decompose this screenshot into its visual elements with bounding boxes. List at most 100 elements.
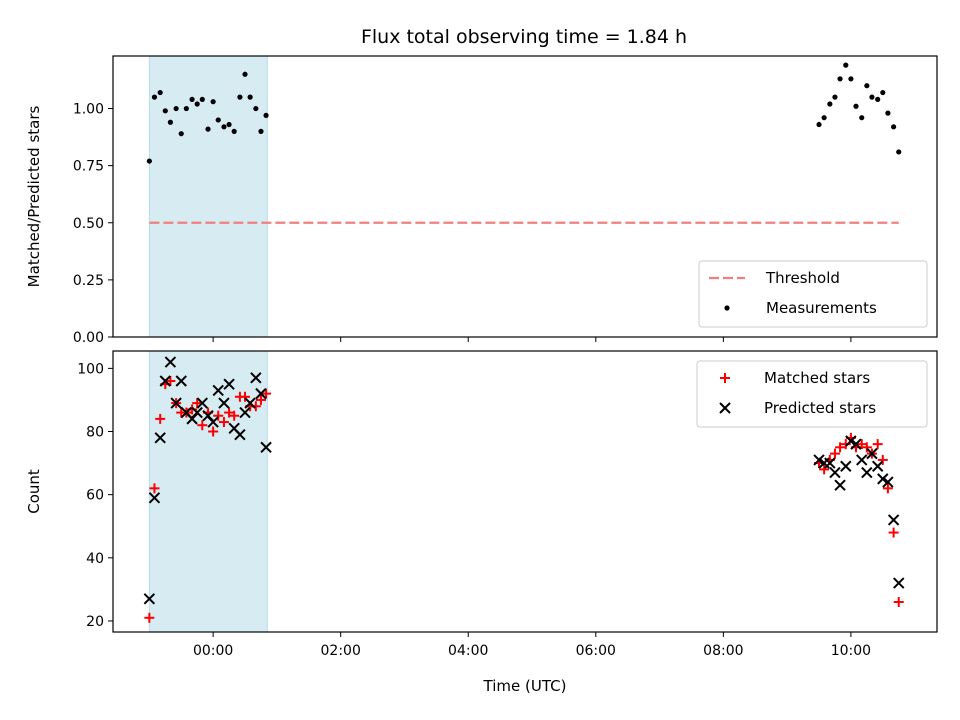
x-stroke [202,410,214,422]
predicted-star-point [866,447,878,460]
x-stroke [871,460,884,472]
measurement-point [880,89,886,96]
predicted-star-point [223,378,235,390]
x-stroke [719,402,731,414]
matched-star-point [192,398,203,409]
x-stroke [228,422,240,435]
legend-frame [698,260,928,328]
measurement-point [242,71,248,77]
y-tick-label: 60 [86,488,104,504]
legend: Matched stars Predicted stars [696,360,928,428]
matched-star-point [261,388,272,399]
x-tick-label: 02:00 [321,643,361,659]
x-stroke [148,492,161,504]
x-tick-label: 00:00 [193,643,233,659]
y-tick-label: 0.25 [73,273,104,289]
matched-star-point [819,464,830,475]
ratio-panel: 0.00 0.25 0.50 0.75 1.00 Matched/Predicted st… [25,55,938,346]
x-stroke [856,454,868,466]
predicted-star-point [260,441,272,454]
x-stroke [175,375,187,387]
predicted-star-point [845,435,857,447]
y-tick-label: 100 [77,361,104,377]
y-tick-label: 0.50 [73,216,104,232]
predicted-star-point [813,454,825,466]
matched-star-point [872,439,883,450]
x-stroke [239,406,251,419]
x-stroke [180,406,193,419]
legend-predicted-swatch [719,402,731,414]
x-tick-label: 08:00 [703,643,743,659]
measurement-point [848,76,854,82]
measurement-point [263,112,269,118]
measurement-point [891,124,897,130]
matched-star-point [213,410,224,421]
matched-star-point [165,375,176,386]
predicted-star-point [834,479,846,491]
x-stroke [877,473,889,485]
y-tick-label: 0.75 [73,159,104,175]
predicted-star-point [250,372,262,384]
measurement-point [859,115,865,121]
predicted-star-point [164,356,177,368]
x-stroke [191,406,203,419]
x-stroke [159,375,172,387]
predicted-star-point [893,577,905,589]
measurement-point [221,124,227,130]
x-stroke [255,387,267,400]
predicted-star-point [175,375,187,387]
x-stroke [212,384,224,397]
legend-label: Measurements [766,299,877,317]
x-stroke [887,514,900,526]
matched-star-point [829,448,840,459]
measurement-point [837,76,843,82]
y-tick-label: 20 [86,614,104,630]
predicted-star-point [882,476,894,488]
measurement-point [247,94,253,100]
predicted-star-point [861,466,873,479]
measurement-point [864,83,870,89]
x-stroke [861,466,873,479]
x-tick-label: 06:00 [576,643,616,659]
predicted-star-point [871,460,884,472]
count-panel: 00:00 02:00 04:00 06:00 08:00 10:00 20 40 60 80 10… [25,350,938,695]
predicted-star-point [887,514,900,526]
x-stroke [845,435,857,447]
matched-star-point [149,483,160,494]
measurement-point [189,96,195,103]
predicted-star-point [856,454,868,466]
matched-star-point [861,442,872,453]
matched-star-point [882,483,893,494]
measurement-point [237,94,243,100]
matched-star-point [877,454,888,465]
matched-star-point [208,426,219,437]
x-stroke [170,397,182,409]
x-stroke [840,460,852,472]
y-axis-label: Count [25,469,43,514]
x-stroke [154,432,166,444]
x-stroke [223,378,235,390]
measurement-point [194,101,200,107]
measurement-point [210,99,216,105]
measurement-point [162,108,168,114]
measurement-point [226,121,232,128]
x-stroke [882,476,894,488]
matched-star-point [197,420,208,431]
measurement-point [167,119,173,125]
x-stroke [893,577,905,589]
measurement-point [843,62,849,68]
matched-star-point [224,407,235,418]
shaded-region [148,350,268,633]
measurement-point [215,117,221,123]
matched-star-point [856,439,867,450]
x-stroke [218,397,230,409]
measurement-point [253,105,259,112]
matched-star-point [144,612,155,623]
predicted-star-point [234,428,246,441]
y-tick-label: 1.00 [73,102,104,118]
axes-frame [112,55,938,338]
figure-title: Flux total observing time = 1.84 h [361,26,687,48]
measurement-point [178,131,184,137]
